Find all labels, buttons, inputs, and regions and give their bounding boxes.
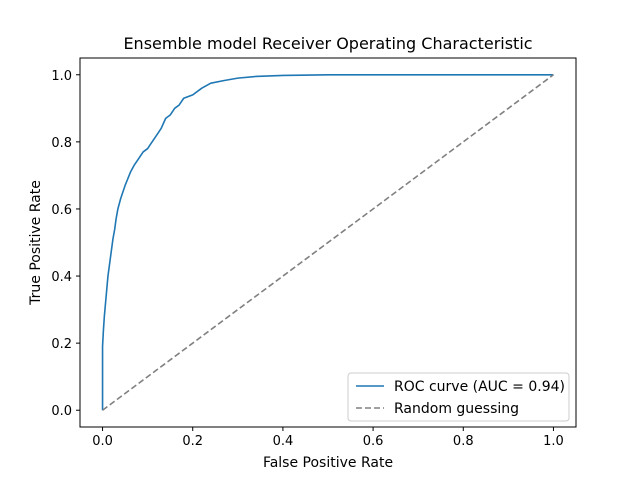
y-tick-label: 0.0: [51, 404, 72, 419]
chart-title: Ensemble model Receiver Operating Charac…: [123, 34, 532, 53]
y-tick-label: 1.0: [51, 69, 72, 84]
legend-label: ROC curve (AUC = 0.94): [394, 379, 565, 395]
x-tick-label: 1.0: [543, 434, 564, 449]
y-axis-ticks: 0.0 0.2 0.4 0.6 0.8 1.0: [51, 69, 80, 419]
x-tick-label: 0.0: [92, 434, 113, 449]
legend-label: Random guessing: [394, 401, 519, 417]
axes-frame: [79, 57, 577, 428]
x-tick-label: 0.8: [453, 434, 474, 449]
x-tick-label: 0.4: [273, 434, 294, 449]
y-axis-label: True Positive Rate: [28, 180, 44, 306]
series-line-random-guessing: [102, 74, 554, 411]
y-tick-label: 0.8: [51, 136, 72, 151]
legend-box: [347, 372, 570, 422]
x-axis-ticks: 0.0 0.2 0.4 0.6 0.8 1.0: [92, 427, 564, 449]
y-tick-label: 0.2: [51, 337, 72, 352]
y-tick-label: 0.4: [51, 270, 72, 285]
x-axis-label: False Positive Rate: [263, 455, 393, 471]
x-tick-label: 0.6: [363, 434, 384, 449]
x-tick-label: 0.2: [182, 434, 203, 449]
plot-area: [79, 57, 577, 428]
series-line-roc-curve: [101, 73, 554, 411]
y-tick-label: 0.6: [51, 203, 72, 218]
legend: ROC curve (AUC = 0.94) Random guessing: [347, 372, 570, 422]
